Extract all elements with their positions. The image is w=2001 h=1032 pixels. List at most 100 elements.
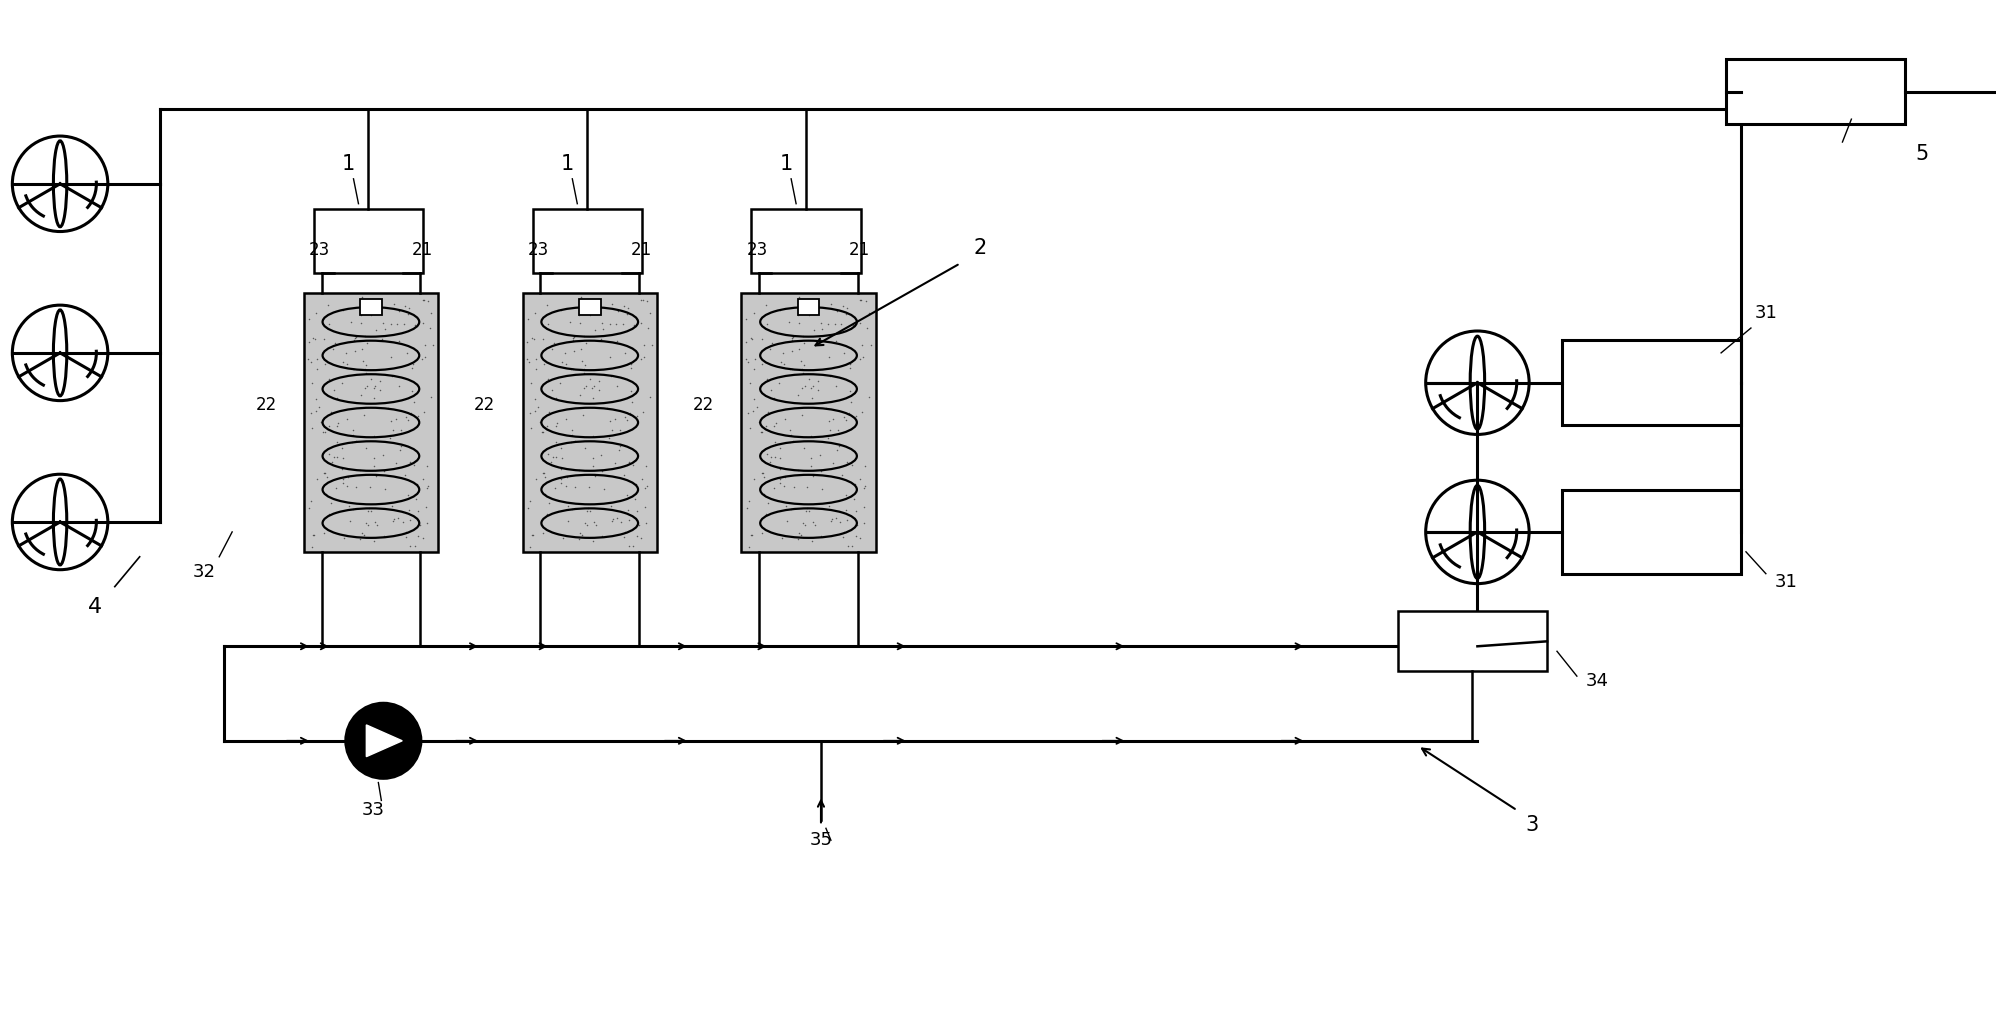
Point bbox=[820, 332, 852, 349]
Point bbox=[398, 394, 430, 411]
Point bbox=[358, 514, 390, 530]
Point bbox=[850, 293, 882, 310]
Text: 34: 34 bbox=[1585, 672, 1609, 690]
Point bbox=[526, 464, 558, 481]
Point bbox=[366, 315, 398, 331]
Point bbox=[592, 430, 624, 447]
Point bbox=[776, 329, 808, 346]
Point bbox=[740, 398, 772, 415]
Point bbox=[540, 418, 572, 434]
Point bbox=[564, 315, 596, 331]
Point bbox=[746, 331, 778, 348]
Point bbox=[846, 404, 878, 420]
Point bbox=[394, 300, 426, 317]
Point bbox=[318, 382, 350, 398]
Point bbox=[832, 512, 864, 528]
Point bbox=[614, 360, 646, 377]
Point bbox=[344, 298, 376, 315]
Point bbox=[774, 427, 806, 444]
Point bbox=[534, 454, 566, 471]
Point bbox=[562, 461, 594, 478]
Point bbox=[818, 316, 850, 332]
Bar bbox=[742, 293, 876, 552]
Point bbox=[618, 317, 650, 333]
Bar bbox=[798, 299, 820, 315]
Point bbox=[398, 457, 430, 474]
Point bbox=[600, 510, 632, 526]
Point bbox=[312, 446, 344, 462]
Point bbox=[806, 481, 838, 497]
Point bbox=[518, 330, 550, 347]
Point bbox=[386, 513, 418, 529]
Point bbox=[300, 391, 332, 408]
Point bbox=[788, 297, 820, 314]
Point bbox=[734, 420, 766, 437]
Point bbox=[730, 311, 762, 327]
Point bbox=[842, 516, 874, 533]
Point bbox=[360, 378, 392, 394]
Point bbox=[296, 375, 328, 391]
Point bbox=[816, 455, 848, 472]
Point bbox=[546, 471, 578, 487]
Point bbox=[512, 499, 544, 516]
Point bbox=[566, 526, 598, 543]
Point bbox=[566, 353, 598, 369]
Text: 1: 1 bbox=[342, 154, 354, 174]
Point bbox=[798, 322, 830, 338]
Point bbox=[410, 349, 442, 365]
Point bbox=[408, 404, 440, 420]
Bar bbox=[1727, 60, 1905, 124]
Point bbox=[616, 356, 648, 373]
Point bbox=[552, 513, 584, 529]
Point bbox=[840, 503, 872, 519]
Point bbox=[830, 307, 862, 323]
Point bbox=[300, 471, 332, 487]
Point bbox=[752, 404, 784, 420]
Point bbox=[788, 378, 820, 394]
Point bbox=[732, 405, 764, 421]
Point bbox=[548, 345, 580, 361]
Point bbox=[602, 332, 634, 349]
Point bbox=[544, 460, 576, 477]
Point bbox=[294, 405, 326, 421]
Point bbox=[578, 322, 610, 338]
Point bbox=[398, 317, 430, 333]
Point bbox=[764, 440, 796, 456]
Point bbox=[348, 407, 380, 423]
Point bbox=[784, 289, 816, 305]
Point bbox=[612, 300, 644, 317]
Point bbox=[364, 373, 396, 389]
Point bbox=[332, 411, 364, 427]
Point bbox=[308, 524, 340, 541]
Point bbox=[626, 315, 658, 331]
Text: 22: 22 bbox=[474, 395, 496, 414]
Point bbox=[544, 440, 576, 456]
Point bbox=[824, 513, 856, 529]
Point bbox=[404, 516, 436, 533]
Point bbox=[578, 467, 610, 484]
Point bbox=[416, 337, 448, 354]
Point bbox=[828, 345, 860, 361]
Point bbox=[568, 380, 600, 396]
Point bbox=[782, 298, 814, 315]
Point bbox=[344, 307, 376, 323]
Point bbox=[820, 302, 852, 319]
Point bbox=[522, 398, 554, 415]
Point bbox=[570, 503, 602, 519]
Point bbox=[626, 471, 658, 487]
Text: 21: 21 bbox=[630, 241, 652, 259]
Point bbox=[598, 411, 630, 427]
Point bbox=[292, 311, 324, 327]
Point bbox=[634, 305, 666, 322]
Point bbox=[358, 450, 390, 466]
Point bbox=[358, 457, 390, 474]
Point bbox=[414, 305, 446, 322]
Point bbox=[568, 297, 600, 314]
Point bbox=[390, 345, 422, 361]
Point bbox=[358, 533, 390, 549]
Point bbox=[848, 478, 880, 494]
Point bbox=[382, 332, 414, 349]
Point bbox=[764, 354, 796, 370]
Point bbox=[788, 356, 820, 373]
Point bbox=[550, 470, 582, 486]
